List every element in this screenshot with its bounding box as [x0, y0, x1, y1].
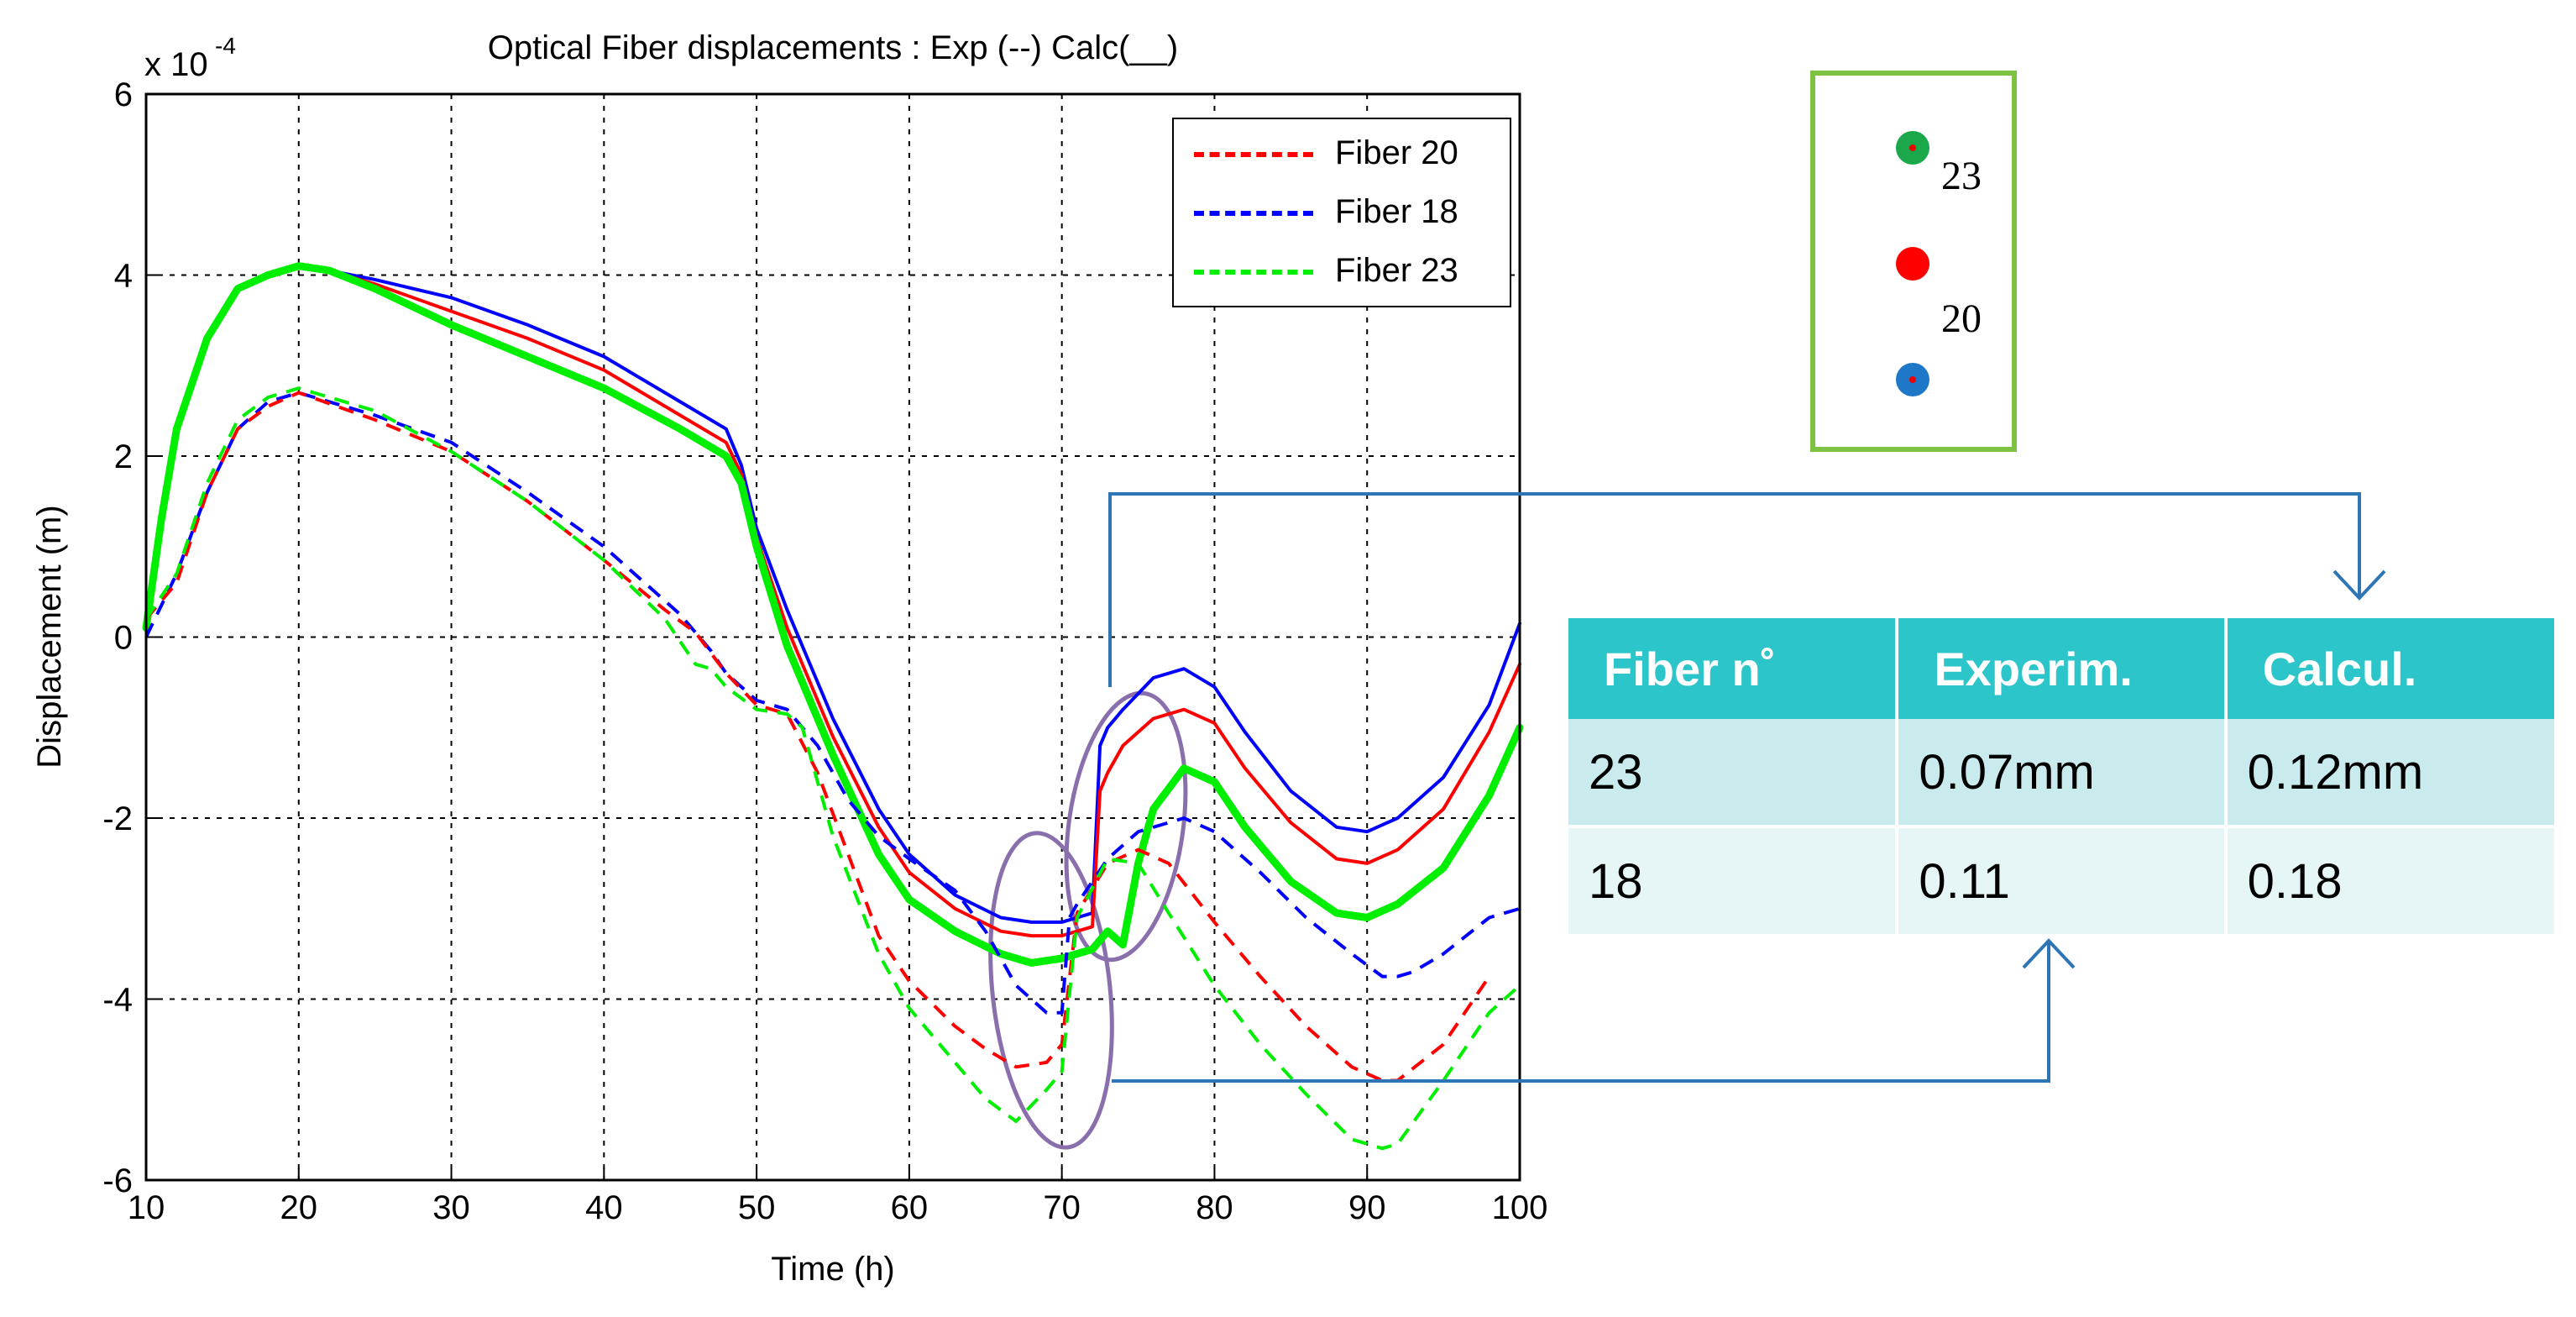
x-tick-label: 40: [585, 1189, 623, 1226]
x-axis-label: Time (h): [771, 1251, 894, 1288]
legend-swatch: [1194, 152, 1313, 157]
series-lines: [142, 262, 1524, 1151]
arrowhead-up: [2022, 938, 2076, 969]
connector-line-exp: [1112, 941, 2050, 1083]
x-tick-label: 70: [1043, 1189, 1081, 1226]
y-tick-label: 2: [114, 438, 133, 475]
legend-item-fiber-20: Fiber 20: [1174, 129, 1510, 180]
legend-swatch: [1194, 270, 1313, 275]
fiber-18-dot: [1896, 363, 1929, 396]
fiber-core: [1909, 144, 1916, 151]
arrowhead-down: [2333, 569, 2386, 601]
cell-fiber: 23: [1568, 719, 1899, 828]
header-calcul: Calcul.: [2225, 618, 2554, 719]
annotation-ellipse: [988, 831, 1114, 1150]
grid-lines: [146, 94, 1520, 1180]
legend-swatch: [1194, 211, 1313, 216]
legend-label: Fiber 20: [1335, 134, 1458, 171]
axis-ticks: 10 20 30 40 50 60 70 80 90 100 -6 -4 -2 0 2 4 6: [102, 76, 1547, 1226]
y-tick-label: 4: [114, 258, 133, 295]
x-tick-label: 80: [1196, 1189, 1233, 1226]
x-tick-label: 90: [1348, 1189, 1386, 1226]
cell-calcul: 0.12mm: [2225, 719, 2554, 828]
series-fiber-23-calc: [142, 262, 1524, 967]
cell-experim: 0.11: [1897, 826, 2228, 937]
y-exponent-power: -4: [215, 33, 236, 59]
annotation-ellipse: [1064, 690, 1188, 963]
cell-calcul: 0.18: [2225, 826, 2554, 937]
table-row: 23 0.07mm 0.12mm: [1568, 719, 2554, 828]
fiber-position-schematic: 23 20: [1810, 71, 2017, 452]
legend-item-fiber-18: Fiber 18: [1174, 188, 1510, 239]
y-tick-label: -6: [102, 1162, 133, 1199]
fiber-core: [1909, 376, 1916, 383]
legend-label: Fiber 23: [1335, 252, 1458, 289]
x-tick-label: 60: [891, 1189, 929, 1226]
y-tick-label: 0: [114, 620, 133, 657]
y-tick-label: 6: [114, 76, 133, 113]
results-table: Fiber n˚ Experim. Calcul. 23 0.07mm 0.12…: [1568, 618, 2554, 937]
y-axis-label: Displacement (m): [31, 505, 68, 768]
x-tick-label: 10: [128, 1189, 165, 1226]
fiber-20-dot: [1896, 247, 1929, 281]
x-tick-label: 100: [1492, 1189, 1548, 1226]
x-tick-label: 30: [432, 1189, 470, 1226]
series-fiber-23-exp: [144, 386, 1521, 1151]
chart-legend: Fiber 20 Fiber 18 Fiber 23: [1172, 118, 1511, 307]
cell-experim: 0.07mm: [1897, 719, 2228, 828]
y-tick-label: -2: [102, 800, 133, 837]
connector-arrows: [1108, 492, 2386, 1083]
table-row: 18 0.11 0.18: [1568, 826, 2554, 937]
fiber-20-label: 20: [1941, 296, 1982, 341]
legend-label: Fiber 18: [1335, 193, 1458, 230]
fiber-23-dot: [1896, 131, 1929, 165]
series-fiber-20-exp: [144, 391, 1491, 1083]
y-exponent-label: x 10: [144, 46, 208, 83]
legend-item-fiber-23: Fiber 23: [1174, 247, 1510, 297]
annotation-ellipses: [988, 690, 1188, 1150]
cell-fiber: 18: [1568, 826, 1899, 937]
header-experim: Experim.: [1897, 618, 2228, 719]
table-header-row: Fiber n˚ Experim. Calcul.: [1568, 618, 2554, 719]
chart-title: Optical Fiber displacements : Exp (--) C…: [488, 29, 1178, 66]
x-tick-label: 20: [280, 1189, 318, 1226]
x-tick-label: 50: [738, 1189, 776, 1226]
fiber-23-label: 23: [1941, 154, 1982, 198]
series-fiber-18-exp: [144, 391, 1521, 1015]
y-tick-label: -4: [102, 982, 133, 1019]
connector-line-calc: [1108, 492, 2361, 687]
header-fiber: Fiber n˚: [1568, 618, 1899, 719]
